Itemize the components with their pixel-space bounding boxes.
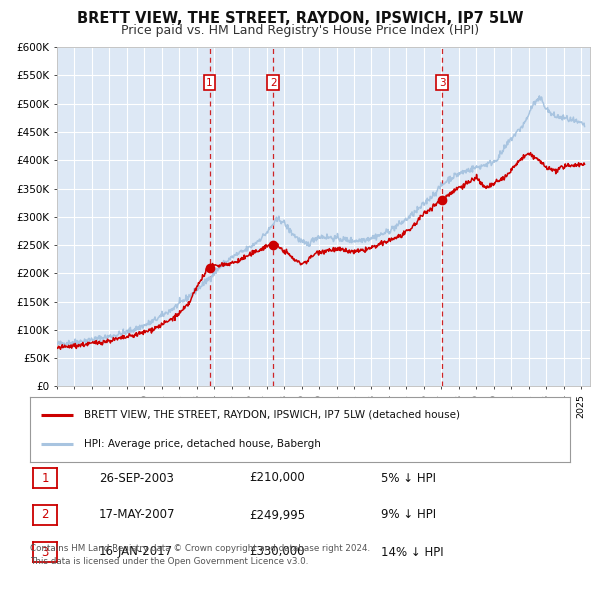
Text: £210,000: £210,000	[249, 471, 305, 484]
Text: HPI: Average price, detached house, Babergh: HPI: Average price, detached house, Babe…	[84, 440, 321, 450]
Text: 1: 1	[41, 471, 49, 484]
Text: 1: 1	[206, 78, 213, 88]
Text: Contains HM Land Registry data © Crown copyright and database right 2024.: Contains HM Land Registry data © Crown c…	[30, 544, 370, 553]
Text: 3: 3	[439, 78, 445, 88]
Text: Price paid vs. HM Land Registry's House Price Index (HPI): Price paid vs. HM Land Registry's House …	[121, 24, 479, 37]
Text: 9% ↓ HPI: 9% ↓ HPI	[381, 509, 436, 522]
Text: This data is licensed under the Open Government Licence v3.0.: This data is licensed under the Open Gov…	[30, 558, 308, 566]
Text: 16-JAN-2017: 16-JAN-2017	[99, 546, 173, 559]
Text: 2: 2	[270, 78, 277, 88]
Text: 14% ↓ HPI: 14% ↓ HPI	[381, 546, 443, 559]
Text: BRETT VIEW, THE STREET, RAYDON, IPSWICH, IP7 5LW: BRETT VIEW, THE STREET, RAYDON, IPSWICH,…	[77, 11, 523, 25]
Text: 2: 2	[41, 509, 49, 522]
Text: 5% ↓ HPI: 5% ↓ HPI	[381, 471, 436, 484]
Text: £249,995: £249,995	[249, 509, 305, 522]
Text: 17-MAY-2007: 17-MAY-2007	[99, 509, 176, 522]
Text: 26-SEP-2003: 26-SEP-2003	[99, 471, 174, 484]
Text: £330,000: £330,000	[249, 546, 305, 559]
Text: 3: 3	[41, 546, 49, 559]
Text: BRETT VIEW, THE STREET, RAYDON, IPSWICH, IP7 5LW (detached house): BRETT VIEW, THE STREET, RAYDON, IPSWICH,…	[84, 409, 460, 419]
